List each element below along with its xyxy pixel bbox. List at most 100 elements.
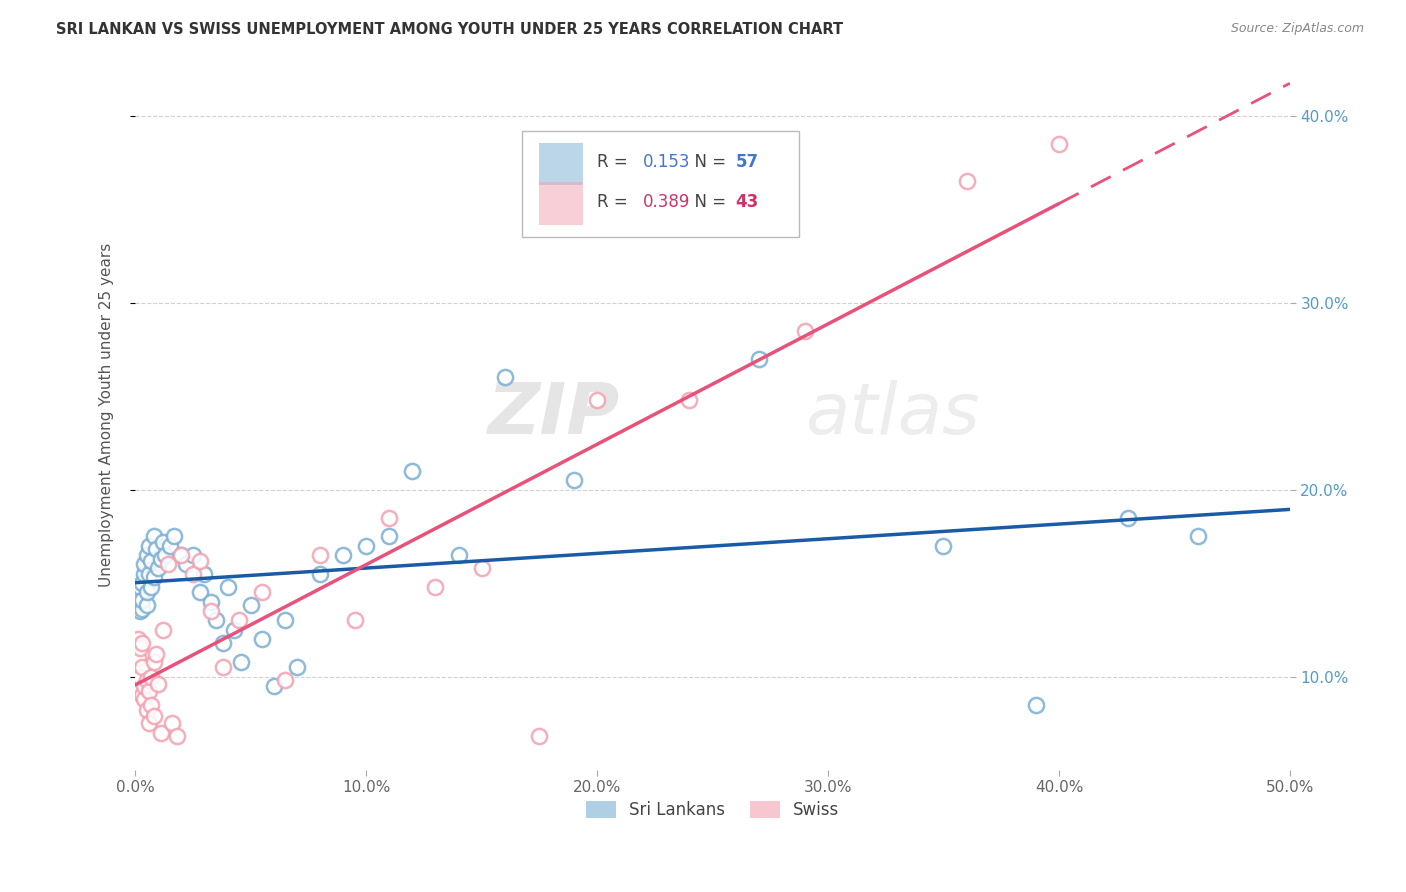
Point bbox=[145, 542, 167, 557]
Point bbox=[239, 599, 262, 613]
Point bbox=[142, 655, 165, 669]
Text: R =: R = bbox=[598, 153, 633, 171]
Point bbox=[152, 623, 174, 637]
Text: SRI LANKAN VS SWISS UNEMPLOYMENT AMONG YOUTH UNDER 25 YEARS CORRELATION CHART: SRI LANKAN VS SWISS UNEMPLOYMENT AMONG Y… bbox=[56, 22, 844, 37]
FancyBboxPatch shape bbox=[540, 183, 583, 225]
Point bbox=[160, 716, 183, 731]
Point bbox=[309, 566, 332, 581]
Text: atlas: atlas bbox=[804, 380, 980, 450]
Point bbox=[128, 669, 150, 683]
Text: 57: 57 bbox=[735, 153, 759, 171]
Point bbox=[1187, 529, 1209, 543]
Legend: Sri Lankans, Swiss: Sri Lankans, Swiss bbox=[579, 794, 846, 826]
Point bbox=[188, 585, 211, 599]
Point bbox=[378, 529, 401, 543]
Point bbox=[212, 636, 235, 650]
Point bbox=[224, 623, 246, 637]
Point bbox=[274, 673, 297, 688]
Point bbox=[128, 641, 150, 656]
Point bbox=[131, 636, 153, 650]
Point bbox=[205, 614, 228, 628]
Point bbox=[127, 650, 149, 665]
Point bbox=[131, 576, 153, 591]
Point bbox=[586, 392, 609, 407]
Text: R =: R = bbox=[598, 193, 633, 211]
Point bbox=[138, 684, 160, 698]
Point bbox=[127, 632, 149, 647]
Point bbox=[152, 535, 174, 549]
Point bbox=[193, 566, 215, 581]
FancyBboxPatch shape bbox=[540, 143, 583, 186]
Point bbox=[127, 591, 149, 605]
Point bbox=[401, 464, 423, 478]
Point bbox=[1116, 510, 1139, 524]
Point bbox=[156, 558, 179, 572]
Point bbox=[127, 599, 149, 613]
Point bbox=[332, 548, 354, 562]
Point bbox=[135, 703, 157, 717]
Point bbox=[142, 529, 165, 543]
Text: 0.389: 0.389 bbox=[644, 193, 690, 211]
Text: N =: N = bbox=[683, 153, 731, 171]
Point bbox=[134, 679, 156, 693]
Point bbox=[163, 529, 186, 543]
Point bbox=[200, 595, 222, 609]
Point bbox=[149, 551, 172, 566]
Point bbox=[166, 730, 188, 744]
Point bbox=[354, 539, 377, 553]
Point bbox=[181, 548, 204, 562]
Point bbox=[155, 548, 177, 562]
Point bbox=[447, 548, 470, 562]
Text: 0.153: 0.153 bbox=[644, 153, 690, 171]
Point bbox=[309, 548, 332, 562]
Point bbox=[138, 566, 160, 581]
Text: Source: ZipAtlas.com: Source: ZipAtlas.com bbox=[1230, 22, 1364, 36]
Point bbox=[134, 558, 156, 572]
Point bbox=[142, 708, 165, 723]
Point bbox=[135, 599, 157, 613]
Point bbox=[148, 677, 170, 691]
Point bbox=[263, 679, 285, 693]
Point bbox=[135, 585, 157, 599]
Point bbox=[529, 730, 551, 744]
Text: N =: N = bbox=[683, 193, 731, 211]
Point bbox=[471, 561, 494, 575]
Point bbox=[678, 392, 700, 407]
Y-axis label: Unemployment Among Youth under 25 years: Unemployment Among Youth under 25 years bbox=[100, 243, 114, 587]
Point bbox=[141, 698, 163, 712]
Point bbox=[955, 174, 977, 188]
Point bbox=[932, 539, 955, 553]
Point bbox=[131, 593, 153, 607]
Point bbox=[250, 585, 273, 599]
Point bbox=[145, 647, 167, 661]
Point bbox=[149, 725, 172, 739]
Point bbox=[138, 716, 160, 731]
Point bbox=[127, 585, 149, 599]
Point bbox=[793, 324, 815, 338]
Point bbox=[250, 632, 273, 647]
Point bbox=[142, 570, 165, 584]
Point bbox=[128, 589, 150, 603]
Point bbox=[170, 548, 193, 562]
Point bbox=[131, 660, 153, 674]
Point bbox=[135, 548, 157, 562]
Point bbox=[128, 604, 150, 618]
Point bbox=[135, 673, 157, 688]
Point bbox=[131, 602, 153, 616]
Point bbox=[378, 510, 401, 524]
Point bbox=[131, 688, 153, 702]
Point bbox=[562, 473, 585, 487]
Point bbox=[748, 351, 770, 366]
Point bbox=[170, 548, 193, 562]
Point bbox=[212, 660, 235, 674]
Point bbox=[188, 553, 211, 567]
Point bbox=[141, 580, 163, 594]
Point bbox=[134, 566, 156, 581]
Point bbox=[181, 566, 204, 581]
Point bbox=[1047, 136, 1070, 151]
Point bbox=[425, 580, 447, 594]
Point bbox=[1025, 698, 1047, 712]
Point bbox=[134, 692, 156, 706]
Text: ZIP: ZIP bbox=[488, 380, 620, 450]
Point bbox=[141, 669, 163, 683]
